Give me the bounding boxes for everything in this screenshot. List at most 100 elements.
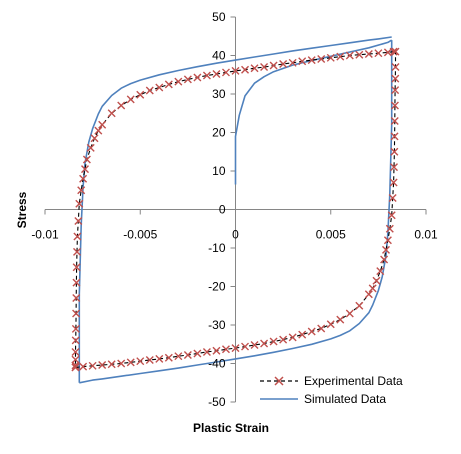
- x-tick-label: 0.005: [316, 228, 346, 242]
- y-tick-label: -40: [208, 357, 226, 371]
- marker-stroke: [202, 71, 211, 80]
- marker-stroke: [374, 49, 383, 58]
- experimental-data-point: [72, 263, 81, 272]
- y-tick-label: 50: [212, 10, 226, 24]
- marker-stroke: [376, 267, 385, 276]
- marker-stroke: [355, 301, 364, 310]
- y-axis-title: Stress: [15, 191, 29, 228]
- experimental-data-point: [288, 333, 297, 342]
- marker-stroke: [221, 345, 230, 354]
- marker-stroke: [382, 245, 390, 254]
- marker-stroke: [391, 63, 400, 72]
- marker-stroke: [336, 52, 345, 61]
- marker-stroke: [260, 63, 269, 72]
- experimental-data-point: [364, 49, 373, 58]
- experimental-data-point: [372, 276, 381, 285]
- experimental-data-point: [107, 360, 116, 369]
- marker-stroke: [94, 126, 103, 135]
- marker-stroke: [79, 362, 88, 371]
- marker-stroke: [202, 347, 211, 356]
- marker-stroke: [90, 134, 99, 143]
- experimental-data-point: [75, 199, 84, 208]
- series-simulated-data: [78, 36, 393, 384]
- marker-stroke: [126, 95, 135, 104]
- marker-stroke: [241, 342, 250, 351]
- marker-stroke: [279, 335, 288, 344]
- experimental-data-point: [73, 232, 82, 241]
- experimental-data-point: [145, 356, 154, 365]
- marker-stroke: [390, 132, 399, 141]
- marker-stroke: [288, 333, 297, 342]
- experimental-data-point: [79, 362, 88, 371]
- experimental-data-point: [390, 116, 399, 125]
- experimental-data-point: [388, 193, 397, 202]
- experimental-data-point: [317, 324, 326, 333]
- experimental-data-point: [155, 354, 164, 363]
- legend: Experimental Data Simulated Data: [260, 374, 403, 406]
- x-tick-label: 0.01: [414, 228, 438, 242]
- marker-stroke: [355, 50, 364, 59]
- marker-stroke: [107, 109, 116, 118]
- experimental-data-point: [326, 53, 335, 62]
- experimental-data-point: [183, 351, 192, 360]
- experimental-data-point: [71, 361, 80, 370]
- marker-stroke: [98, 120, 107, 129]
- marker-stroke: [74, 217, 83, 226]
- experimental-data-point: [126, 95, 135, 104]
- marker-stroke: [155, 354, 164, 363]
- experimental-data-point: [136, 90, 145, 99]
- marker-stroke: [126, 358, 135, 367]
- marker-stroke: [326, 320, 335, 329]
- marker-stroke: [136, 357, 145, 366]
- experimental-data-point: [72, 309, 81, 318]
- experimental-data-point: [164, 353, 173, 362]
- marker-stroke: [390, 147, 399, 156]
- experimental-data-point: [387, 211, 396, 220]
- marker-stroke: [164, 80, 173, 89]
- x-tick-label: -0.005: [123, 228, 157, 242]
- x-tick-label: -0.01: [31, 228, 59, 242]
- marker-stroke: [79, 174, 88, 183]
- experimental-data-point: [269, 61, 278, 70]
- experimental-data-point: [390, 163, 398, 172]
- experimental-data-point: [174, 77, 183, 86]
- marker-stroke: [174, 352, 183, 361]
- marker-stroke: [72, 294, 81, 303]
- experimental-data-point: [279, 59, 288, 68]
- marker-stroke: [391, 74, 400, 83]
- marker-stroke: [391, 86, 400, 95]
- y-tick-label: 10: [212, 164, 226, 178]
- y-tick-label: -30: [208, 318, 226, 332]
- marker-stroke: [86, 143, 95, 152]
- experimental-data-point: [345, 309, 354, 318]
- marker-stroke: [336, 315, 345, 324]
- experimental-data-point: [317, 54, 326, 63]
- legend-label-simulated: Simulated Data: [304, 392, 386, 406]
- marker-stroke: [174, 77, 183, 86]
- experimental-data-point: [221, 68, 230, 77]
- marker-stroke: [183, 351, 192, 360]
- series-experimental-data: [71, 47, 400, 372]
- marker-stroke: [75, 199, 84, 208]
- experimental-data-point: [81, 165, 89, 174]
- marker-stroke: [77, 186, 86, 195]
- marker-stroke: [117, 101, 126, 110]
- y-tick-label: -50: [208, 395, 226, 409]
- experimental-data-point: [79, 174, 88, 183]
- experimental-data-point: [72, 278, 81, 287]
- experimental-data-point: [71, 363, 80, 372]
- marker-stroke: [193, 73, 202, 82]
- experimental-data-point: [77, 186, 86, 195]
- marker-stroke: [383, 236, 392, 245]
- experimental-data-point: [126, 358, 135, 367]
- y-tick-label: -10: [208, 241, 226, 255]
- experimental-data-point: [336, 315, 345, 324]
- marker-stroke: [368, 284, 377, 293]
- experimental-data-point: [71, 347, 80, 356]
- marker-stroke: [260, 339, 269, 348]
- marker-stroke: [107, 360, 116, 369]
- x-tick-label: 0: [232, 228, 239, 242]
- experimental-data-point: [241, 65, 250, 74]
- marker-stroke: [221, 68, 230, 77]
- marker-stroke: [71, 336, 80, 345]
